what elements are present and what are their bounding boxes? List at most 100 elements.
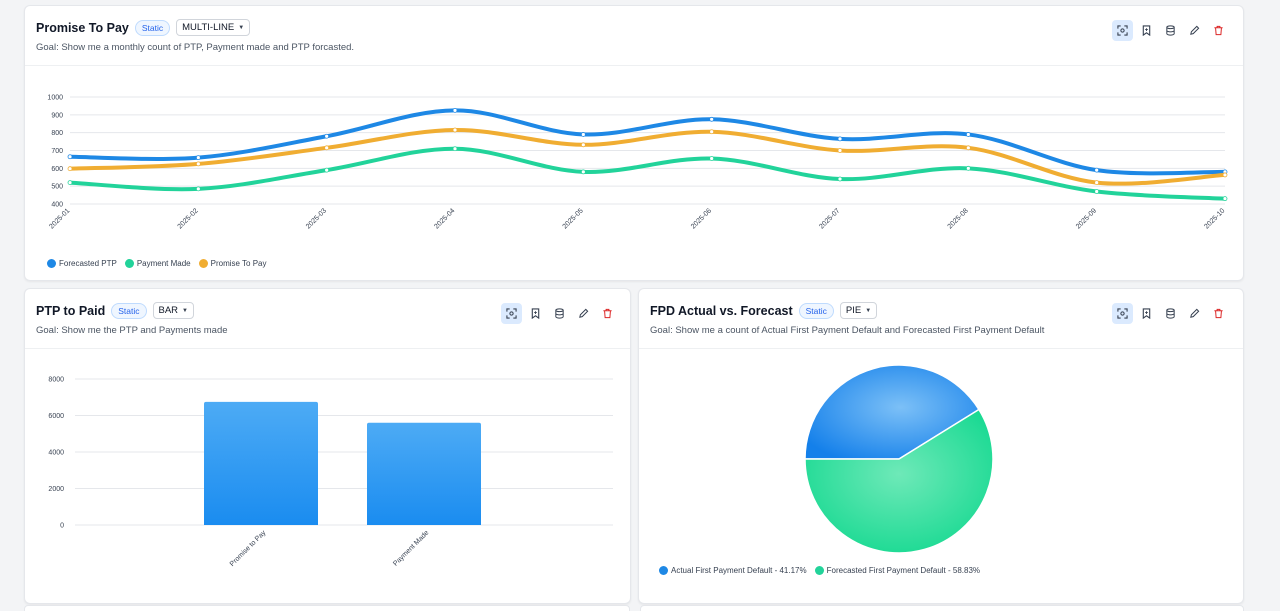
- edit-button[interactable]: [1184, 20, 1205, 41]
- series-line[interactable]: [68, 146, 1227, 201]
- database-icon: [1166, 308, 1175, 319]
- data-point[interactable]: [837, 136, 843, 142]
- x-tick-label: 2025-10: [1203, 207, 1226, 230]
- legend-item-actual-fpd[interactable]: Actual First Payment Default - 41.17%: [659, 566, 807, 575]
- data-point[interactable]: [324, 133, 330, 139]
- data-point[interactable]: [580, 142, 586, 148]
- chart-type-select[interactable]: BAR ▼: [152, 302, 194, 319]
- data-point[interactable]: [709, 129, 715, 135]
- y-tick-label: 1000: [47, 95, 63, 102]
- y-tick-label: 700: [51, 148, 63, 155]
- pie-slice[interactable]: [804, 408, 994, 554]
- data-point[interactable]: [709, 156, 715, 161]
- data-point[interactable]: [452, 146, 458, 152]
- legend-dot: [47, 259, 56, 268]
- fpd-card: FPD Actual vs. Forecast Static PIE ▼ Goal…: [638, 288, 1244, 604]
- data-point[interactable]: [965, 165, 971, 171]
- delete-button[interactable]: [1208, 20, 1229, 41]
- delete-button[interactable]: [1208, 303, 1229, 324]
- delete-button[interactable]: [597, 303, 618, 324]
- bar[interactable]: [204, 401, 318, 525]
- data-point[interactable]: [1094, 189, 1100, 194]
- data-point[interactable]: [1094, 167, 1100, 173]
- trash-icon: [603, 308, 612, 319]
- y-tick-label: 800: [51, 130, 63, 137]
- pencil-icon: [1190, 308, 1200, 318]
- card-title: PTP to Paid: [36, 303, 106, 318]
- legend-item-forecasted-fpd[interactable]: Forecasted First Payment Default - 58.83…: [814, 566, 980, 575]
- data-point[interactable]: [1222, 172, 1228, 178]
- card-toolbar: [1112, 303, 1229, 324]
- goal-text: Goal: Show me the PTP and Payments made: [36, 325, 228, 336]
- data-point[interactable]: [1222, 196, 1228, 202]
- y-tick-label: 400: [51, 202, 63, 209]
- data-point[interactable]: [965, 145, 971, 151]
- bookmark-button[interactable]: [1136, 303, 1157, 324]
- focus-button[interactable]: [501, 303, 522, 324]
- pie-slice[interactable]: [804, 364, 980, 460]
- data-point[interactable]: [837, 176, 843, 182]
- legend-item-forecasted-ptp[interactable]: Forecasted PTP: [47, 259, 117, 268]
- chart-type-label: PIE: [845, 305, 862, 316]
- bookmark-button[interactable]: [525, 303, 546, 324]
- x-tick-label: 2025-07: [818, 207, 841, 230]
- data-point[interactable]: [837, 148, 843, 153]
- focus-icon: [506, 308, 517, 319]
- chart-type-select[interactable]: MULTI-LINE ▼: [176, 19, 251, 36]
- goal-text: Goal: Show me a count of Actual First Pa…: [650, 325, 1045, 336]
- database-button[interactable]: [1160, 20, 1181, 41]
- focus-button[interactable]: [1112, 303, 1133, 324]
- card-toolbar: [1112, 20, 1229, 41]
- legend-label: Forecasted PTP: [59, 259, 117, 268]
- data-point[interactable]: [965, 132, 971, 137]
- database-icon: [1166, 25, 1175, 36]
- line-chart-legend: Forecasted PTP Payment Made Promise To P…: [47, 259, 267, 268]
- static-badge: Static: [798, 302, 834, 319]
- series-line[interactable]: [68, 127, 1227, 186]
- data-point[interactable]: [1094, 180, 1100, 185]
- x-tick-label: 2025-05: [562, 207, 585, 230]
- data-point[interactable]: [709, 116, 715, 122]
- edit-button[interactable]: [1184, 303, 1205, 324]
- database-button[interactable]: [1160, 303, 1181, 324]
- focus-button[interactable]: [1112, 20, 1133, 41]
- data-point[interactable]: [452, 127, 458, 133]
- pie-chart: [804, 364, 994, 554]
- x-tick-label: 2025-02: [177, 207, 200, 230]
- legend-dot: [198, 259, 208, 268]
- card-header: PTP to Paid Static BAR ▼ Goal: Show me th…: [25, 289, 630, 349]
- database-button[interactable]: [549, 303, 570, 324]
- y-tick-label: 8000: [48, 377, 64, 384]
- data-point[interactable]: [195, 161, 201, 167]
- edit-button[interactable]: [573, 303, 594, 324]
- y-tick-label: 900: [51, 112, 63, 119]
- focus-icon: [1117, 25, 1128, 36]
- pencil-icon: [579, 308, 589, 318]
- data-point[interactable]: [580, 169, 586, 175]
- data-point[interactable]: [195, 155, 201, 161]
- data-point[interactable]: [324, 167, 330, 173]
- card-header: FPD Actual vs. Forecast Static PIE ▼ Goal…: [639, 289, 1243, 349]
- data-point[interactable]: [67, 180, 73, 185]
- data-point[interactable]: [580, 132, 586, 137]
- static-badge: Static: [134, 19, 171, 36]
- data-point[interactable]: [195, 186, 201, 192]
- bar[interactable]: [367, 422, 481, 525]
- bookmark-button[interactable]: [1136, 20, 1157, 41]
- legend-item-promise-to-pay[interactable]: Promise To Pay: [198, 259, 267, 268]
- data-point[interactable]: [452, 107, 458, 113]
- card-title: FPD Actual vs. Forecast: [650, 303, 793, 318]
- chart-type-select[interactable]: PIE ▼: [839, 302, 878, 319]
- data-point[interactable]: [67, 166, 73, 172]
- ptp-to-paid-card: PTP to Paid Static BAR ▼ Goal: Show me th…: [24, 288, 631, 604]
- x-tick-label: Payment Made: [392, 529, 430, 567]
- bookmark-icon: [1142, 308, 1151, 319]
- trash-icon: [1214, 308, 1223, 319]
- series-line[interactable]: [68, 108, 1227, 176]
- legend-item-payment-made[interactable]: Payment Made: [124, 259, 191, 268]
- data-point[interactable]: [324, 145, 330, 151]
- data-point[interactable]: [67, 154, 73, 160]
- x-tick-label: 2025-09: [1075, 207, 1098, 230]
- x-tick-label: Promise to Pay: [229, 529, 268, 568]
- y-tick-label: 0: [60, 523, 64, 530]
